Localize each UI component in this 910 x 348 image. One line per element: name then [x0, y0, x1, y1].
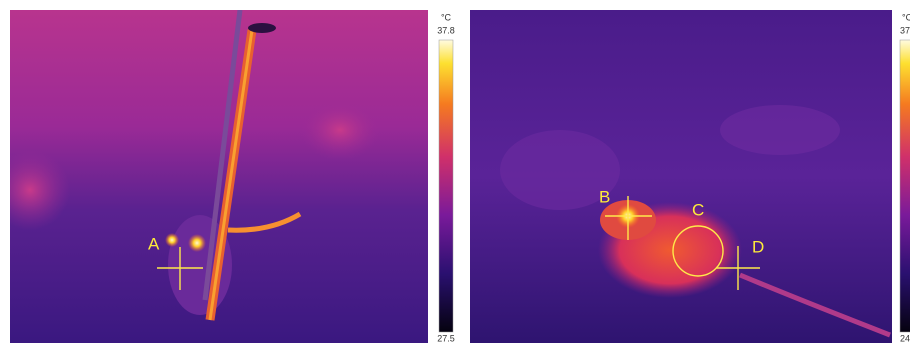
thermal-figure: A °C 37.8 27.5 B C D °C 37 24	[0, 0, 910, 343]
marker-label: B	[599, 187, 610, 206]
color-scale	[439, 40, 453, 332]
scale-unit: °C	[441, 12, 452, 22]
scale-max: 37.8	[437, 25, 455, 35]
left-thermal-image	[0, 10, 428, 343]
color-scale	[900, 40, 910, 332]
marker-label: C	[692, 200, 704, 219]
scale-min: 27.5	[437, 333, 455, 343]
marker-label: A	[148, 234, 160, 253]
right-thermal-image	[470, 10, 892, 343]
marker-label: D	[752, 237, 764, 256]
scale-max: 37	[900, 25, 910, 35]
scale-unit: °C	[902, 12, 910, 22]
scale-min: 24	[900, 333, 910, 343]
